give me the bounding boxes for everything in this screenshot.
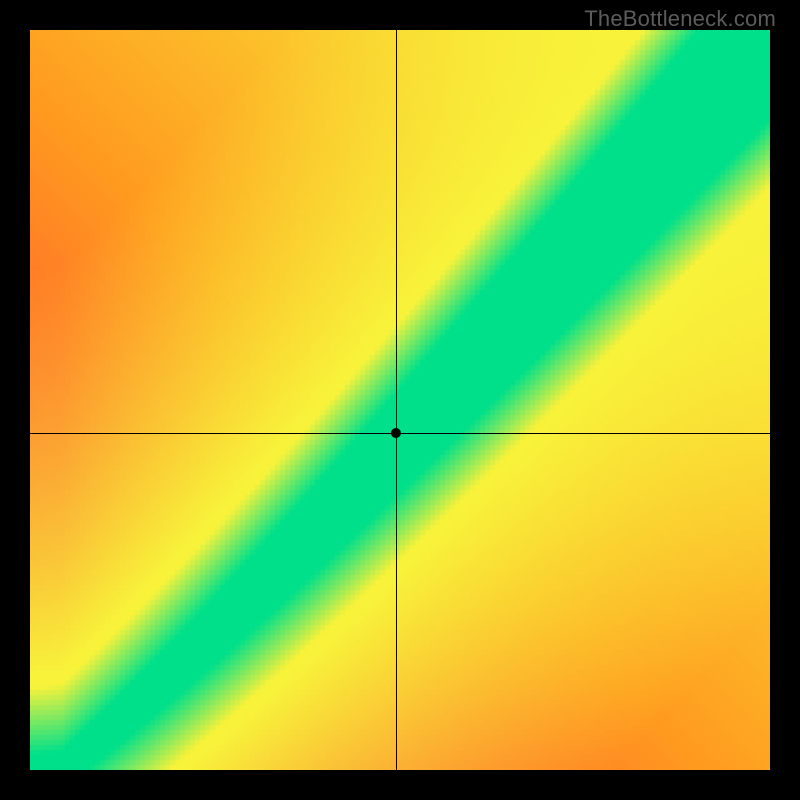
watermark-text: TheBottleneck.com (584, 6, 776, 32)
crosshair-vertical (396, 30, 397, 770)
chart-container: TheBottleneck.com (0, 0, 800, 800)
marker-dot (391, 428, 401, 438)
chart-area (30, 30, 770, 770)
heatmap-canvas (30, 30, 770, 770)
